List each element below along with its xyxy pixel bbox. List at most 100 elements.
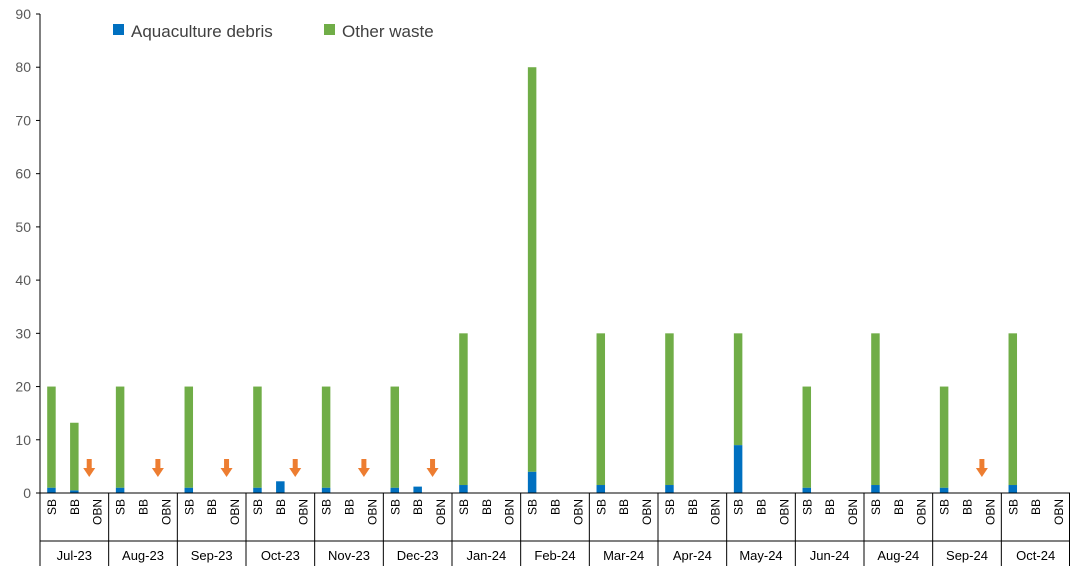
subcategory-label: BB [137,499,151,515]
y-axis: 0 10 20 30 40 50 60 70 80 90 [15,6,41,501]
month-label: Aug-23 [122,548,164,563]
y-tick-label: 40 [15,272,31,288]
bar-aquaculture-debris [733,445,743,493]
bar-aquaculture-debris [802,487,812,493]
bar-other-waste [665,333,674,486]
month-label: Aug-24 [877,548,919,563]
bar-other-waste [733,333,743,446]
bar-aquaculture-debris [115,487,125,493]
subcategory-label: BB [68,499,82,515]
subcategory-label: BB [205,499,219,515]
bar-other-waste [47,386,56,488]
subcategory-label: OBN [91,499,105,525]
subcategory-label: OBN [503,499,517,525]
bar-other-waste [390,386,400,488]
bar-aquaculture-debris [47,487,56,493]
subcategory-label: OBN [1052,499,1066,525]
subcategory-label: SB [251,499,265,515]
subcategory-label: OBN [571,499,585,525]
bar-aquaculture-debris [527,471,537,493]
bar-aquaculture-debris [390,487,400,493]
subcategory-label: SB [457,499,471,515]
bar-other-waste [70,422,79,491]
bar-other-waste [115,386,125,488]
y-tick-label: 50 [15,219,31,235]
bar-aquaculture-debris [184,487,194,493]
down-arrow-icon [975,459,988,477]
bar-aquaculture-debris [1008,485,1018,493]
bar-aquaculture-debris [321,487,331,493]
bar-aquaculture-debris [70,490,79,493]
subcategory-label: BB [343,499,357,515]
month-label: Jul-23 [57,548,92,563]
y-tick-label: 30 [15,325,31,341]
bar-aquaculture-debris [253,487,262,493]
subcategory-label: OBN [915,499,929,525]
down-arrow-icon [357,459,370,477]
month-label: Feb-24 [534,548,575,563]
subcategory-label: BB [274,499,288,515]
month-label: May-24 [739,548,782,563]
bar-other-waste [1008,333,1018,486]
month-label: Jun-24 [810,548,850,563]
subcategory-label: OBN [297,499,311,525]
subcategory-label: SB [1006,499,1020,515]
legend-swatch-other-waste [324,24,335,35]
subcategory-label: OBN [159,499,173,525]
subcategory-label: SB [800,499,814,515]
subcategory-label: BB [823,499,837,515]
bar-other-waste [459,333,468,486]
bar-other-waste [939,386,949,488]
down-arrow-icon [83,459,96,477]
subcategory-label: BB [755,499,769,515]
subcategory-label: BB [686,499,700,515]
y-tick-label: 90 [15,6,31,22]
month-label: Dec-23 [397,548,439,563]
month-label: Sep-23 [191,548,233,563]
bar-other-waste [253,386,262,488]
month-label: Oct-24 [1016,548,1055,563]
subcategory-label: SB [594,499,608,515]
subcategory-label: SB [320,499,334,515]
bar-other-waste [871,333,880,486]
bar-aquaculture-debris [665,485,674,493]
x-axis: SB BB OBN Jul-23 SB BB OBN Aug-23 SB BB OBN Sep-23 S… [39,492,1070,566]
y-tick-label: 60 [15,166,31,182]
subcategory-label: OBN [983,499,997,525]
y-tick-label: 20 [15,379,31,395]
subcategory-label: BB [617,499,631,515]
bar-aquaculture-debris [459,485,468,493]
down-arrow-icon [151,459,164,477]
month-label: Jan-24 [466,548,506,563]
subcategory-label: SB [182,499,196,515]
legend-swatch-aquaculture-debris [113,24,124,35]
subcategory-label: SB [869,499,883,515]
y-tick-label: 10 [15,432,31,448]
subcategory-label: OBN [640,499,654,525]
y-tick-label: 70 [15,112,31,128]
month-label: Sep-24 [946,548,988,563]
month-label: Mar-24 [603,548,644,563]
bar-other-waste [184,386,194,488]
bar-aquaculture-debris [413,486,422,493]
bars [47,67,1018,493]
legend-label-aquaculture-debris: Aquaculture debris [131,22,273,41]
subcategory-label: SB [526,499,540,515]
y-tick-label: 80 [15,59,31,75]
down-arrow-icon [289,459,302,477]
bar-other-waste [527,67,537,472]
subcategory-label: BB [1029,499,1043,515]
subcategory-label: OBN [846,499,860,525]
bar-aquaculture-debris [276,481,285,493]
month-label: Apr-24 [673,548,712,563]
month-label: Oct-23 [261,548,300,563]
subcategory-label: SB [114,499,128,515]
arrow-markers [83,459,988,477]
subcategory-label: SB [732,499,746,515]
subcategory-label: SB [663,499,677,515]
subcategory-label: OBN [777,499,791,525]
legend: Aquaculture debris Other waste [113,22,434,41]
down-arrow-icon [220,459,233,477]
subcategory-label: BB [411,499,425,515]
